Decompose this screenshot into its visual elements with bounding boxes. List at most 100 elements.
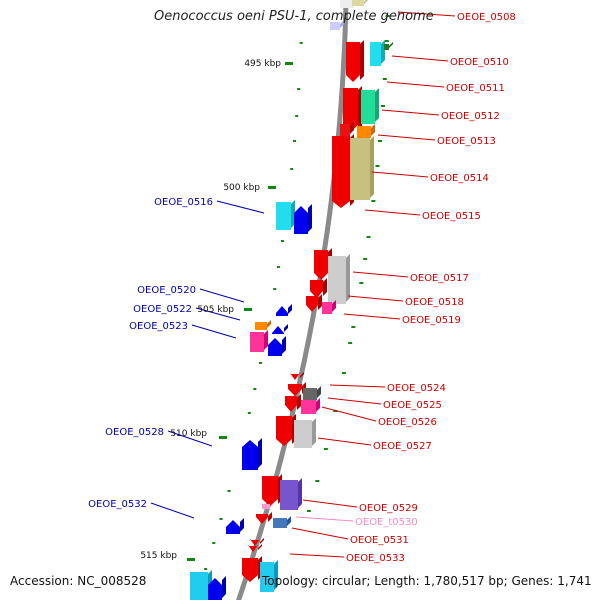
gene-block [384, 42, 393, 50]
label-leader-line [397, 11, 456, 17]
gene-block [272, 324, 288, 334]
label-leader-line [329, 384, 386, 388]
gene-block [262, 474, 282, 506]
gene-label-right[interactable]: OEOE_0511 [446, 83, 505, 94]
outer-track-dot [333, 410, 338, 412]
ruler-tick-label: 505 kbp [197, 305, 234, 315]
gene-block [322, 300, 336, 314]
inner-track-dot [293, 140, 297, 142]
label-leader-line [327, 397, 382, 405]
gene-features [190, 0, 393, 600]
gene-block [294, 418, 316, 448]
gene-block [276, 200, 295, 230]
gene-block [330, 20, 344, 30]
gene-label-left[interactable]: OEOE_0532 [88, 499, 147, 510]
gene-block [268, 336, 286, 356]
gene-block [346, 40, 364, 82]
label-leader-line [381, 109, 440, 116]
ruler-tick-mark [219, 436, 227, 439]
gene-block [280, 478, 302, 510]
gene-label-right[interactable]: OEOE_0510 [450, 57, 509, 68]
gene-label-right[interactable]: OEOE_0529 [359, 503, 418, 514]
gene-block [260, 560, 278, 592]
gene-label-left[interactable]: OEOE_0523 [129, 321, 188, 332]
label-leader-line [371, 171, 429, 178]
inner-track-dot [290, 168, 294, 170]
gene-block [250, 330, 268, 352]
ruler-tick-mark [244, 308, 252, 311]
gene-block [242, 438, 262, 470]
gene-label-right[interactable]: OEOE_0526 [378, 417, 437, 428]
gene-label-right[interactable]: OEOE_0527 [373, 441, 432, 452]
gene-label-right[interactable]: OEOE_0512 [441, 111, 500, 122]
label-leader-line [364, 209, 421, 216]
gene-label-right[interactable]: OEOE_0525 [383, 400, 442, 411]
ruler-tick-label: 500 kbp [223, 183, 260, 193]
gene-block [352, 0, 368, 6]
gene-label-right[interactable]: OEOE_0518 [405, 297, 464, 308]
ruler-tick-label: 515 kbp [140, 551, 177, 561]
inner-track-dot [204, 568, 208, 570]
outer-track-dot [378, 140, 383, 142]
gene-block [262, 502, 274, 509]
gene-block [208, 576, 226, 600]
gene-block [226, 518, 244, 534]
outer-track-dot [341, 372, 346, 374]
label-leader-line [295, 516, 354, 522]
ruler-ticks: 495 kbp 500 kbp 505 kbp 510 kbp 515 kbp [140, 59, 293, 561]
label-leader-line [150, 502, 195, 519]
ruler-tick-mark [285, 62, 293, 65]
outer-track-dot [351, 326, 356, 328]
feature-dots [204, 15, 390, 570]
label-leader-line [167, 430, 213, 447]
outer-track-dot [359, 282, 364, 284]
inner-track-dot [295, 115, 299, 117]
gene-block [294, 204, 312, 234]
genome-summary: Topology: circular; Length: 1,780,517 bp… [262, 574, 592, 588]
outer-track-dot [384, 40, 389, 42]
gene-label-right[interactable]: OEOE_0508 [457, 12, 516, 23]
gene-block [361, 88, 379, 124]
outer-track-dot [366, 236, 371, 238]
outer-track-dot [315, 480, 320, 482]
label-leader-line [195, 307, 241, 321]
outer-track-dot [323, 448, 328, 450]
label-leader-line [391, 55, 449, 62]
gene-block [285, 394, 301, 412]
gene-block [328, 254, 350, 304]
inner-track-dot [280, 240, 284, 242]
gene-label-left[interactable]: OEOE_0528 [105, 427, 164, 438]
gene-label-right[interactable]: OEOE_0524 [387, 383, 446, 394]
label-leader-line [291, 527, 349, 540]
ruler-tick-mark [187, 558, 195, 561]
inner-track-dot [212, 542, 216, 544]
gene-block [340, 122, 354, 136]
outer-track-dot [375, 165, 380, 167]
gene-label-right[interactable]: OEOE_t0530 [355, 517, 418, 528]
gene-label-left[interactable]: OEOE_0522 [133, 304, 192, 315]
label-leader-line [377, 134, 436, 141]
accession-text: Accession: NC_008528 [10, 574, 147, 588]
ruler-tick-label: 510 kbp [170, 429, 207, 439]
label-leader-line [191, 324, 237, 339]
outer-track-dot [380, 105, 385, 107]
inner-track-dot [276, 266, 280, 268]
gene-label-right[interactable]: OEOE_0531 [350, 535, 409, 546]
gene-label-left[interactable]: OEOE_0516 [154, 197, 213, 208]
gene-label-right[interactable]: OEOE_0513 [437, 136, 496, 147]
label-leaders [150, 11, 456, 558]
gene-block [290, 372, 304, 380]
gene-label-right[interactable]: OEOE_0519 [402, 315, 461, 326]
gene-label-left[interactable]: OEOE_0520 [137, 285, 196, 296]
gene-label-right[interactable]: OEOE_0533 [346, 553, 405, 564]
gene-label-right[interactable]: OEOE_0514 [430, 173, 489, 184]
inner-track-dot [253, 388, 257, 390]
outer-track-dot [385, 15, 390, 17]
inner-track-dot [219, 518, 223, 520]
outer-track-dot [371, 200, 376, 202]
gene-label-right[interactable]: OEOE_0515 [422, 211, 481, 222]
gene-label-right[interactable]: OEOE_0517 [410, 273, 469, 284]
inner-track-dot [297, 88, 301, 90]
gene-block [256, 512, 272, 524]
